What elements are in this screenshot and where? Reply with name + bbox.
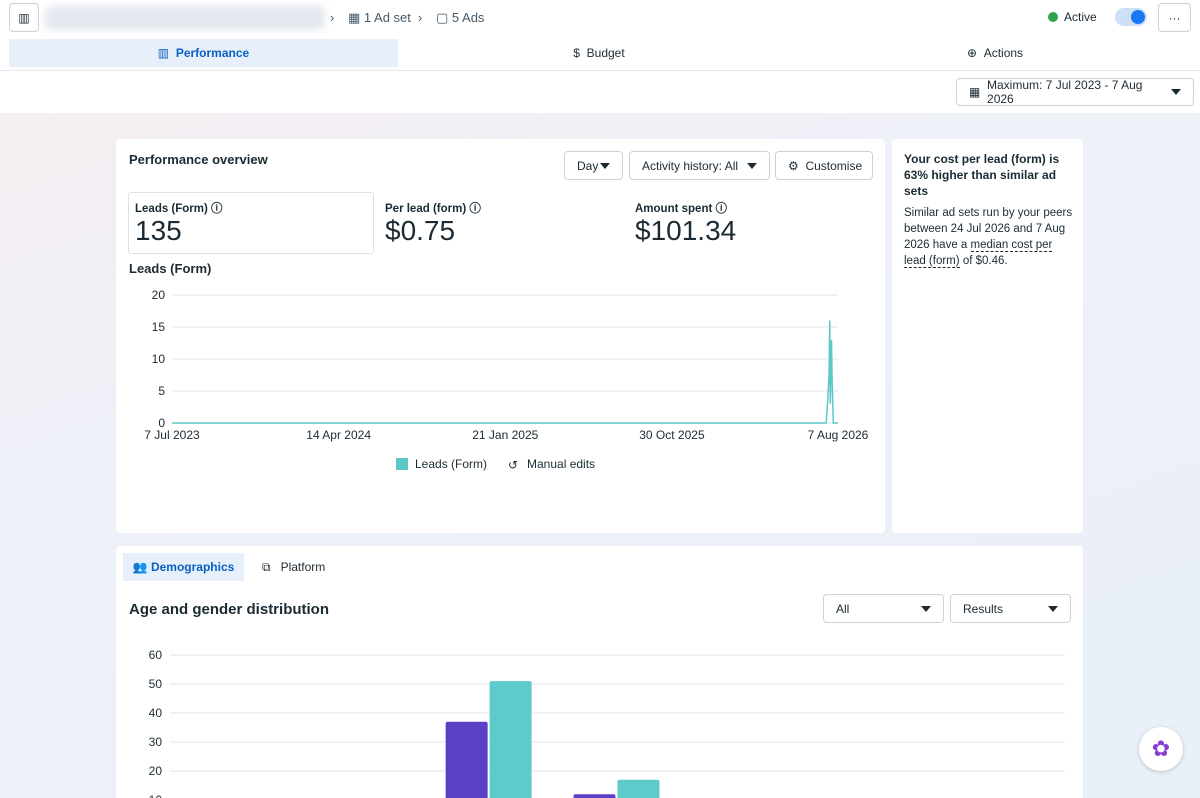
tab-platform[interactable]: ⧉ Platform <box>262 559 326 575</box>
breadcrumb-text[interactable]: 1 Ad set <box>363 10 411 25</box>
metric-value: $101.34 <box>635 215 737 246</box>
chart-title: Leads (Form) <box>129 261 212 276</box>
tab-label[interactable]: Demographics <box>150 560 235 574</box>
metric-value: $0.75 <box>385 215 456 246</box>
top-bar: ▥ › ▦ 1 Ad set › ▢ 5 Ads Active ··· ▥ Pe… <box>0 0 1200 113</box>
line <box>172 320 838 424</box>
bar <box>617 779 660 798</box>
x-tick-label: 14 Apr 2024 <box>306 428 371 442</box>
day-select[interactable]: Day <box>564 151 623 180</box>
metric-label: Leads (Form) ⓘ <box>135 203 223 215</box>
y-tick-label: 30 <box>149 735 163 749</box>
y-tick-label: 5 <box>158 384 165 398</box>
metric-label: Amount spent ⓘ <box>635 203 728 215</box>
tab-performance[interactable]: ▥ Performance <box>9 39 398 67</box>
info-icon[interactable]: ⓘ <box>712 203 728 215</box>
customise-button[interactable]: ⚙ Customise <box>775 151 873 180</box>
tab-label[interactable]: Budget <box>586 46 625 60</box>
tab-actions[interactable]: ⊕ Actions <box>966 46 1024 60</box>
caret <box>600 162 610 169</box>
insight-text: of $0.46. <box>962 255 1008 267</box>
status-label: Active <box>1064 10 1097 24</box>
select-label[interactable]: Activity history: All <box>642 158 739 173</box>
x-tick-label: 21 Jan 2025 <box>472 428 538 442</box>
caret <box>921 605 931 612</box>
y-tick-label: 10 <box>149 793 163 798</box>
status-toggle[interactable] <box>1115 8 1147 26</box>
select-label[interactable]: All <box>836 601 850 616</box>
y-tick-label: 0 <box>158 416 165 430</box>
bar <box>573 794 616 798</box>
tab-budget[interactable]: $ Budget <box>573 46 625 60</box>
blurred-name <box>45 6 325 30</box>
filter-select[interactable]: All <box>823 594 944 623</box>
y-tick-label: 40 <box>149 706 163 720</box>
divider <box>0 70 1200 71</box>
legend-label: Leads (Form) <box>415 457 487 471</box>
caret <box>1171 89 1181 95</box>
more-button[interactable]: ··· <box>1158 3 1191 32</box>
chevron: › <box>418 10 423 25</box>
button-label[interactable]: Customise <box>805 158 863 173</box>
select-label[interactable]: Results <box>963 601 1004 616</box>
chevron: › <box>330 10 335 25</box>
metric-label: Per lead (form) ⓘ <box>385 203 481 215</box>
assistant-button[interactable]: ✿ <box>1139 727 1183 771</box>
info-icon[interactable]: ⓘ <box>207 203 223 215</box>
select-label[interactable]: Day <box>577 158 599 173</box>
insight-body: Similar ad sets run by your peers betwee… <box>904 205 1074 269</box>
insight-card: Your cost per lead (form) is 63% higher … <box>892 139 1083 533</box>
y-tick-label: 15 <box>152 320 166 334</box>
legend-swatch <box>396 458 408 470</box>
legend-icon: ↺ <box>508 458 518 472</box>
x-tick-label: 7 Jul 2023 <box>144 428 200 442</box>
metric-select[interactable]: Results <box>950 594 1071 623</box>
breadcrumb-ads[interactable]: ▢ 5 Ads <box>436 10 485 25</box>
metric-value: 135 <box>135 215 182 246</box>
x-tick-label: 30 Oct 2025 <box>639 428 705 442</box>
y-tick-label: 10 <box>152 352 166 366</box>
breadcrumb-text[interactable]: 5 Ads <box>451 10 485 25</box>
insight-link[interactable]: median cost per lead (form) <box>904 239 1053 268</box>
tab-label[interactable]: Actions <box>983 46 1024 60</box>
activity-select[interactable]: Activity history: All <box>629 151 770 180</box>
date-range-picker[interactable]: ▦ Maximum: 7 Jul 2023 - 7 Aug 2026 <box>956 78 1194 106</box>
info-icon[interactable]: ⓘ <box>466 203 481 215</box>
bar <box>489 681 532 798</box>
tab-label[interactable]: Platform <box>280 560 326 574</box>
date-range-label[interactable]: Maximum: 7 Jul 2023 - 7 Aug 2026 <box>987 78 1143 106</box>
overview-card: Performance overview Day Activity histor… <box>116 139 885 533</box>
caret <box>747 162 757 169</box>
tab-label[interactable]: Performance <box>175 46 250 60</box>
y-tick-label: 20 <box>152 288 166 302</box>
legend-label: Manual edits <box>527 457 595 471</box>
insight-title: Your cost per lead (form) is 63% higher … <box>904 152 1060 198</box>
chart-title: Age and gender distribution <box>129 601 330 618</box>
x-tick-label: 7 Aug 2026 <box>808 428 869 442</box>
sidebar-toggle[interactable]: ▥ <box>9 3 39 32</box>
toggle-knob <box>1131 10 1145 24</box>
y-tick-label: 60 <box>149 648 163 662</box>
caret <box>1048 605 1058 612</box>
bar <box>445 721 488 798</box>
tab-demographics[interactable]: 👥 Demographics <box>123 553 244 581</box>
breadcrumb-ad-set[interactable]: ▦ 1 Ad set <box>348 10 411 25</box>
status-dot <box>1048 12 1058 22</box>
y-tick-label: 50 <box>149 677 163 691</box>
y-tick-label: 20 <box>149 764 163 778</box>
card-title: Performance overview <box>129 152 268 167</box>
demographics-card: 👥 Demographics ⧉ Platform Age and gender… <box>116 546 1083 798</box>
metric-selected-frame <box>128 192 374 254</box>
insight-text: Similar ad sets run by your peers betwee… <box>904 207 1073 251</box>
